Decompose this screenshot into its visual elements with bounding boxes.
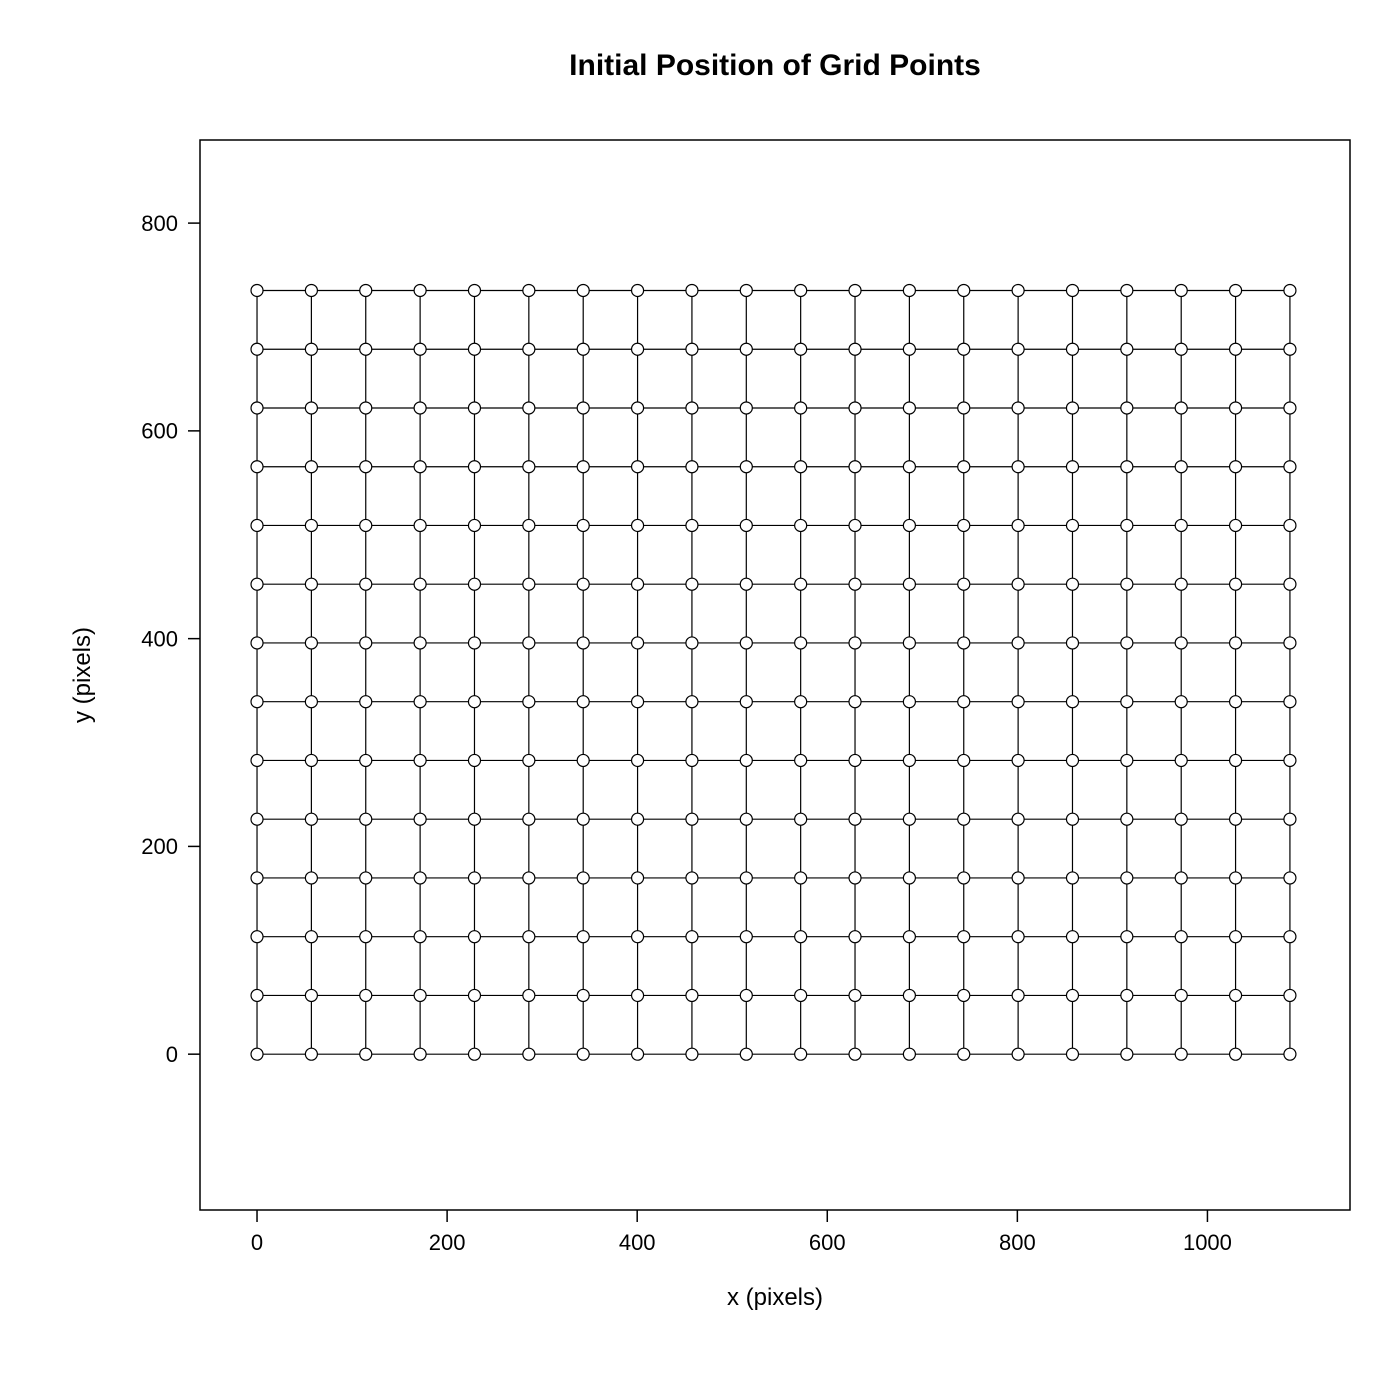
- x-tick-label: 800: [999, 1230, 1036, 1255]
- y-tick-label: 400: [141, 626, 178, 651]
- x-tick-label: 200: [429, 1230, 466, 1255]
- y-tick-label: 600: [141, 419, 178, 444]
- chart-container: Initial Position of Grid Points 0 200 400 60…: [0, 0, 1400, 1400]
- y-tick-label: 200: [141, 834, 178, 859]
- x-tick-label: 600: [809, 1230, 846, 1255]
- y-tick-label: 0: [166, 1042, 178, 1067]
- x-tick-label: 0: [251, 1230, 263, 1255]
- grid-scatter-chart: Initial Position of Grid Points 0 200 400 60…: [0, 0, 1400, 1400]
- chart-title: Initial Position of Grid Points: [569, 49, 981, 82]
- y-tick-label: 800: [141, 211, 178, 236]
- x-axis-label: x (pixels): [727, 1284, 823, 1311]
- y-axis-label: y (pixels): [69, 627, 96, 723]
- x-tick-label: 400: [619, 1230, 656, 1255]
- x-tick-label: 1000: [1183, 1230, 1232, 1255]
